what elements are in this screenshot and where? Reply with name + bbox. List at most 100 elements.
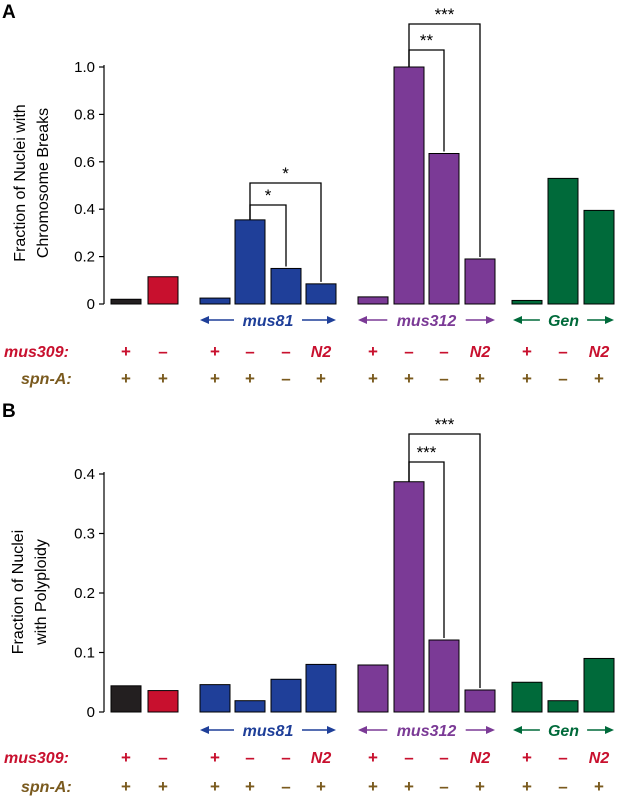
panel-a-y-tick-label: 0 [87, 296, 95, 313]
panel-b-mus309-genotype: N2 [311, 750, 332, 767]
panel-b-spna-genotype: + [316, 777, 326, 796]
panel-a-bar [583, 209, 615, 305]
panel-a-significance-bracket [249, 182, 322, 282]
panel-a-spna-genotype: + [245, 369, 255, 388]
panel-b-bar [305, 663, 337, 713]
panel-a-spna-genotype: + [522, 369, 532, 388]
panel-a-spna-genotype: + [475, 369, 485, 388]
panel-b-spna-genotype: + [121, 777, 131, 796]
panel-a-mus309-genotype: + [368, 342, 378, 361]
panel-a-group-label: Gen [548, 313, 579, 330]
panel-b-mus309-genotype: + [368, 748, 378, 767]
panel-a-mus309-genotype: + [121, 342, 131, 361]
panel-b-spna-genotype: – [439, 777, 448, 796]
panel-a-group-label: mus81 [243, 313, 294, 330]
panel-b-group-label: Gen [548, 723, 579, 740]
panel-a-spna-genotype: + [316, 369, 326, 388]
panel-a-spna-row-label: spn-A: [21, 371, 72, 388]
panel-b-bar [110, 685, 142, 713]
panel-a-significance-label: ** [420, 31, 434, 50]
panel-b-significance-label: *** [435, 415, 455, 434]
panel-a-group-arrow-head [605, 316, 614, 324]
panel-b-mus309-genotype: N2 [589, 750, 610, 767]
panel-a-group-arrow-head [513, 316, 522, 324]
panel-a-group-arrow-head [358, 316, 367, 324]
panel-a-spna-genotype: + [210, 369, 220, 388]
panel-a-significance-label: *** [435, 5, 455, 24]
panel-b-bar [393, 481, 425, 713]
panel-b-spna-genotype: + [158, 777, 168, 796]
panel-a-bar [147, 276, 179, 305]
panel-a-y-axis-label: Fraction of Nuclei with [12, 104, 29, 261]
panel-b-group-arrow-head [486, 726, 495, 734]
panel-a-bar [199, 297, 231, 305]
panel-b-spna-genotype: + [522, 777, 532, 796]
panel-b-spna-genotype: + [594, 777, 604, 796]
panel-a-y-axis-label: Chromosome Breaks [35, 108, 52, 258]
panel-a-bar [234, 219, 266, 305]
panel-b-mus309-genotype: + [210, 748, 220, 767]
panel-b-mus309-genotype: – [439, 748, 448, 767]
panel-a-y-tick-label: 0.6 [74, 154, 95, 171]
panel-b-y-tick-label: 0.2 [74, 585, 95, 602]
panel-a-mus309-genotype: – [281, 342, 290, 361]
panel-b-group-arrow-head [358, 726, 367, 734]
panel-b-bar [147, 690, 179, 713]
panel-b-bar [428, 639, 460, 713]
panel-b-mus309-genotype: – [558, 748, 567, 767]
panel-b-bar [234, 700, 266, 713]
panel-a-bar [511, 299, 543, 305]
panel-a-spna-genotype: + [158, 369, 168, 388]
panel-b-spna-genotype: + [210, 777, 220, 796]
panel-b-y-axis-label: with Polyploidy [33, 539, 50, 646]
panel-b-group-arrow-head [200, 726, 209, 734]
panel-b-bar [199, 684, 231, 713]
panel-b-mus309-row-label: mus309: [4, 750, 69, 767]
panel-a-bar [110, 298, 142, 305]
panel-a-mus309-genotype: – [558, 342, 567, 361]
panel-b-significance-bracket [408, 433, 481, 688]
panel-b-mus309-genotype: + [522, 748, 532, 767]
panel-a-y-tick-label: 0.2 [74, 249, 95, 266]
panel-a-mus309-genotype: – [158, 342, 167, 361]
panel-a-bar [305, 283, 337, 305]
panel-b-bar [583, 657, 615, 713]
panel-a-mus309-genotype: + [522, 342, 532, 361]
panel-a-y-tick-label: 0.4 [74, 201, 95, 218]
panel-b-y-tick-label: 0 [87, 704, 95, 721]
panel-a-group-arrow-head [200, 316, 209, 324]
panel-b-significance-label: *** [417, 443, 437, 462]
panel-a-mus309-genotype: – [439, 342, 448, 361]
panel-a-spna-genotype: – [558, 369, 567, 388]
panel-b-bar [511, 681, 543, 713]
panel-b-mus309-genotype: + [121, 748, 131, 767]
panel-a-mus309-genotype: – [404, 342, 413, 361]
panel-b-bar [464, 689, 496, 713]
panel-b-spna-genotype: + [475, 777, 485, 796]
panel-a-spna-genotype: + [404, 369, 414, 388]
panel-b-y-tick-label: 0.3 [74, 526, 95, 543]
panel-a-bar [428, 153, 460, 305]
panel-b-group-arrow-head [327, 726, 336, 734]
panel-a-mus309-genotype: + [210, 342, 220, 361]
panel-a-mus309-genotype: N2 [470, 344, 491, 361]
panel-b-group-arrow-head [605, 726, 614, 734]
panel-a-group-label: mus312 [397, 313, 457, 330]
panel-a-group-arrow-head [486, 316, 495, 324]
panel-a-spna-genotype: – [439, 369, 448, 388]
panel-b-y-tick-label: 0.4 [74, 466, 95, 483]
panel-a-y-tick-label: 1.0 [74, 59, 95, 76]
panel-a-mus309-genotype: N2 [311, 344, 332, 361]
panel-b-spna-row-label: spn-A: [21, 779, 72, 796]
panel-b-spna-genotype: – [558, 777, 567, 796]
panel-a-letter: A [2, 2, 16, 23]
panel-b-spna-genotype: + [368, 777, 378, 796]
panel-a-mus309-genotype: N2 [589, 344, 610, 361]
panel-a-y-tick-label: 0.8 [74, 106, 95, 123]
panel-b-mus309-genotype: N2 [470, 750, 491, 767]
panel-a-bar [393, 66, 425, 305]
panel-a-spna-genotype: – [281, 369, 290, 388]
panel-b-mus309-genotype: – [404, 748, 413, 767]
panel-b-group-arrow-head [513, 726, 522, 734]
